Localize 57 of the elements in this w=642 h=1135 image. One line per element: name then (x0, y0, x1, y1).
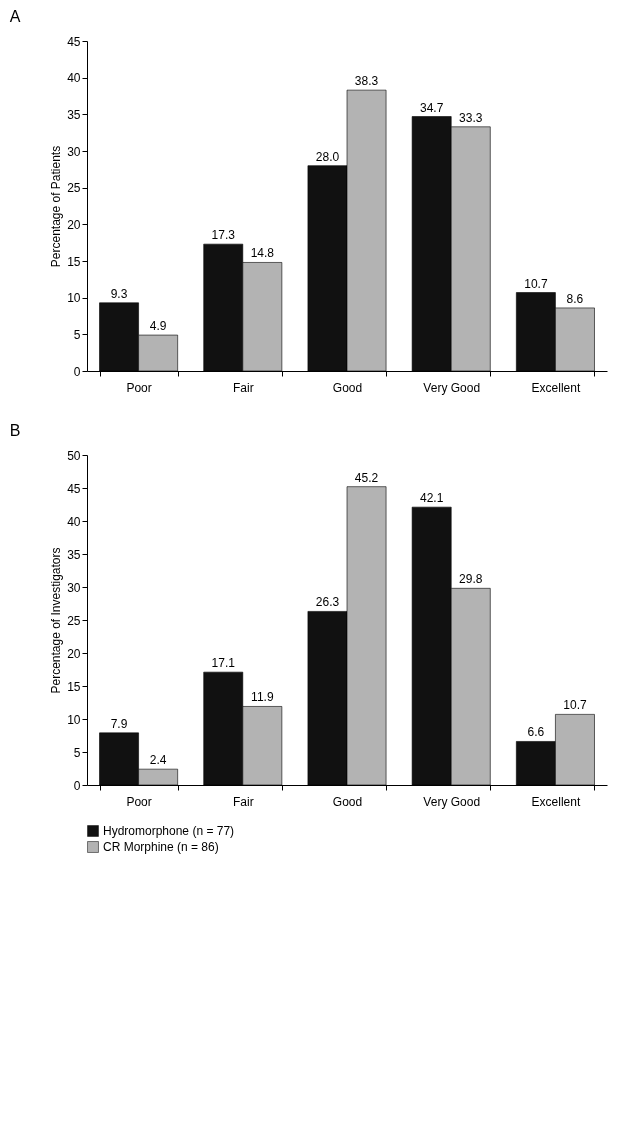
data-label: 38.3 (354, 74, 379, 89)
y-tick-label: 15 (67, 679, 81, 694)
y-tick-label: 15 (67, 254, 81, 269)
data-label: 26.3 (315, 595, 340, 610)
y-tick-label: 0 (73, 364, 81, 379)
y-tick-label: 35 (67, 107, 81, 122)
data-label: 28.0 (315, 149, 340, 164)
x-tick-label: Good (332, 794, 363, 809)
data-label: 42.1 (419, 491, 444, 506)
data-label: 8.6 (566, 291, 584, 306)
y-tick-label: 20 (67, 217, 81, 232)
data-label: 7.9 (110, 716, 128, 731)
data-label: 29.8 (459, 572, 483, 587)
y-axis-title: Percentage of Investigators (49, 547, 64, 694)
y-tick-label: 25 (67, 181, 81, 196)
data-label: 2.4 (149, 753, 167, 768)
x-tick-label: Excellent (531, 380, 581, 395)
y-tick-label: 40 (67, 514, 81, 529)
data-label: 34.7 (419, 100, 444, 115)
x-tick-label: Poor (126, 380, 152, 395)
y-tick-label: 20 (67, 646, 81, 661)
y-tick-label: 5 (73, 745, 81, 760)
data-label: 10.7 (563, 698, 587, 713)
y-tick-label: 30 (67, 144, 81, 159)
y-tick-label: 0 (73, 778, 81, 793)
y-tick-label: 10 (67, 712, 81, 727)
y-tick-label: 45 (67, 481, 81, 496)
x-tick-label: Poor (126, 794, 152, 809)
data-label: 10.7 (524, 276, 548, 291)
y-tick-label: 35 (67, 547, 81, 562)
y-tick-label: 45 (67, 34, 81, 49)
data-label: 9.3 (110, 286, 128, 301)
x-tick-label: Very Good (423, 380, 481, 395)
data-label: 17.1 (211, 656, 236, 671)
x-tick-label: Fair (232, 380, 254, 395)
x-tick-label: Good (332, 380, 363, 395)
y-tick-label: 40 (67, 71, 81, 86)
data-label: 14.8 (250, 246, 275, 261)
y-tick-label: 25 (67, 613, 81, 628)
y-tick-label: 10 (67, 291, 81, 306)
legend-label: CR Morphine (n = 86) (103, 840, 219, 854)
chart-title: A (9, 8, 21, 25)
data-label: 4.9 (149, 319, 167, 334)
y-tick-label: 5 (73, 327, 81, 342)
y-axis-title: Percentage of Patients (49, 145, 64, 268)
x-tick-label: Fair (232, 794, 254, 809)
legend-label: Hydromorphone (n = 77) (103, 824, 235, 838)
chart-title: B (9, 422, 21, 439)
data-label: 17.3 (211, 228, 236, 243)
y-tick-label: 30 (67, 580, 81, 595)
data-label: 11.9 (251, 690, 274, 705)
x-tick-label: Very Good (423, 794, 481, 809)
x-tick-label: Excellent (531, 794, 581, 809)
y-tick-label: 50 (67, 448, 81, 463)
data-label: 33.3 (459, 110, 483, 125)
data-label: 45.2 (354, 470, 379, 485)
data-label: 6.6 (527, 725, 545, 740)
